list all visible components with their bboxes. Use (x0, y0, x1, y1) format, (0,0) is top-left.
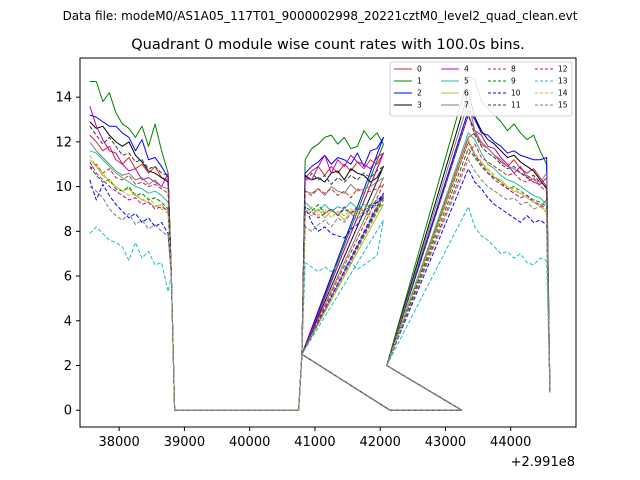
legend-box (389, 61, 573, 117)
series-line-7 (89, 101, 551, 411)
x-axis: 38000 39000 40000 41000 42000 43000 44000 (98, 427, 531, 450)
x-tick-label: 44000 (490, 435, 531, 450)
series-line-0 (89, 132, 551, 411)
series-line-14 (89, 139, 551, 411)
legend-label-4: 4 (464, 65, 469, 74)
legend-label-15: 15 (558, 101, 568, 110)
x-tick-label: 41000 (294, 435, 335, 450)
legend-label-12: 12 (558, 65, 568, 74)
y-tick-label: 0 (64, 404, 72, 419)
series-line-11 (89, 114, 551, 411)
x-tick-label: 42000 (360, 435, 401, 450)
y-tick-label: 14 (55, 91, 72, 106)
y-tick-label: 12 (55, 135, 72, 150)
series-line-15 (89, 159, 551, 411)
y-tick-label: 6 (64, 270, 72, 285)
legend-label-13: 13 (558, 77, 568, 86)
suptitle: Data file: modeM0/AS1A05_117T01_90000029… (63, 9, 578, 23)
legend-label-14: 14 (558, 89, 568, 98)
y-tick-label: 2 (64, 359, 72, 374)
legend-label-7: 7 (464, 101, 469, 110)
series-line-2 (89, 110, 551, 411)
legend-label-3: 3 (417, 101, 422, 110)
legend-label-6: 6 (464, 89, 469, 98)
y-tick-label: 4 (64, 314, 72, 329)
series-line-10 (89, 168, 551, 411)
legend-label-10: 10 (511, 89, 521, 98)
y-tick-label: 8 (64, 225, 72, 240)
plot-lines (89, 76, 551, 411)
x-tick-label: 40000 (229, 435, 270, 450)
series-line-12 (89, 141, 551, 411)
legend-label-1: 1 (417, 77, 422, 86)
x-offset-label: +2.991e8 (511, 455, 575, 470)
legend-label-2: 2 (417, 89, 422, 98)
chart-title: Quadrant 0 module wise count rates with … (131, 37, 525, 53)
legend-label-9: 9 (511, 77, 516, 86)
series-line-1 (89, 76, 551, 411)
y-tick-label: 10 (55, 180, 72, 195)
x-tick-label: 43000 (425, 435, 466, 450)
x-tick-label: 39000 (164, 435, 205, 450)
legend-label-0: 0 (417, 65, 422, 74)
plot-frame (79, 57, 577, 428)
legend-label-8: 8 (511, 65, 516, 74)
series-line-3 (89, 92, 551, 411)
x-tick-label: 38000 (98, 435, 139, 450)
series-line-13 (89, 206, 551, 411)
legend-label-5: 5 (464, 77, 469, 86)
series-line-5 (89, 132, 551, 411)
y-axis: 0 2 4 6 8 10 12 14 (55, 91, 80, 419)
series-line-6 (89, 141, 551, 411)
legend-label-11: 11 (511, 101, 521, 110)
series-line-8 (89, 143, 551, 411)
